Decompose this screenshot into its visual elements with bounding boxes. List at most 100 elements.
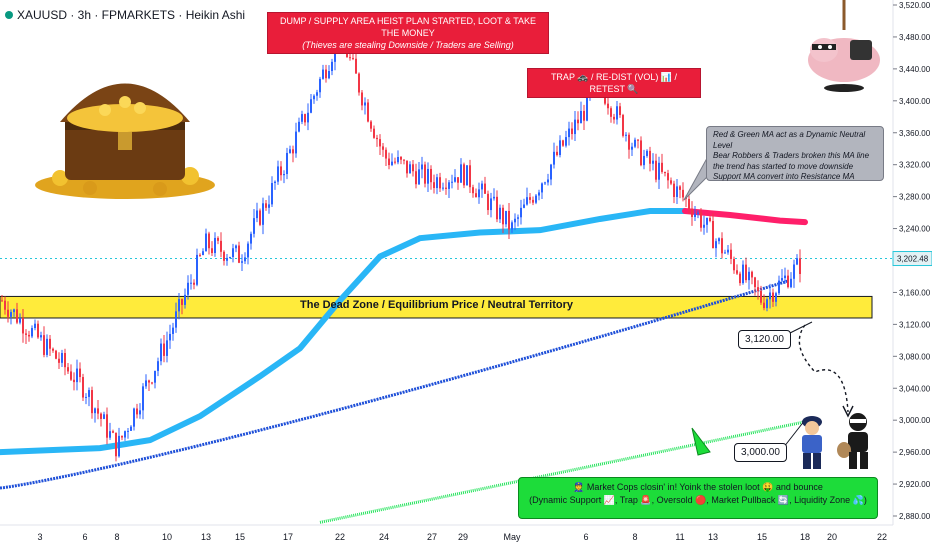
dead-zone-label: The Dead Zone / Equilibrium Price / Neut… — [300, 299, 574, 311]
candle-body — [238, 245, 240, 263]
candle-body — [730, 249, 732, 259]
candle-body — [790, 278, 792, 288]
treasure-chest-icon — [35, 83, 215, 199]
candle-body — [223, 251, 225, 261]
candle-body — [607, 103, 609, 109]
candle-body — [175, 311, 177, 328]
ma-note: Red & Green MA act as a Dynamic Neutral … — [706, 126, 884, 181]
candle-body — [376, 137, 378, 140]
ma-note-line-1: Red & Green MA act as a Dynamic Neutral … — [713, 130, 866, 150]
candle-body — [796, 258, 798, 265]
candle-body — [358, 73, 360, 93]
candle-body — [67, 367, 69, 372]
candle-body — [265, 203, 267, 208]
y-tick-label: 2,960.00 — [899, 448, 931, 457]
candle-body — [307, 112, 309, 123]
x-tick-label: 6 — [583, 532, 588, 542]
candle-body — [670, 180, 672, 184]
candle-body — [349, 57, 351, 59]
x-tick-label: 13 — [201, 532, 211, 542]
symbol-header: XAUUSD · 3h · FPMARKETS · Heikin Ashi — [5, 8, 245, 22]
candle-body — [130, 426, 132, 431]
candle-body — [469, 165, 471, 188]
candle-body — [526, 197, 528, 205]
candle-body — [433, 182, 435, 189]
candle-body — [382, 146, 384, 150]
y-tick-label: 3,080.00 — [899, 352, 931, 361]
candle-body — [493, 196, 495, 199]
candle-body — [511, 222, 513, 230]
candle-body — [502, 207, 504, 225]
candle-body — [352, 57, 354, 59]
candle-body — [100, 413, 102, 419]
candle-body — [232, 248, 234, 258]
candle-body — [22, 318, 24, 334]
candle-body — [775, 293, 777, 302]
candle-body — [151, 382, 153, 384]
y-tick-label: 3,280.00 — [899, 193, 931, 202]
candle-body — [97, 408, 99, 414]
candle-body — [136, 408, 138, 415]
candle-body — [700, 212, 702, 228]
candle-body — [742, 264, 744, 284]
candle-body — [682, 189, 684, 198]
candle-body — [298, 121, 300, 132]
ma-note-line-2: Bear Robbers & Traders broken this MA li… — [713, 151, 870, 160]
candle-body — [412, 164, 414, 172]
candle-body — [712, 221, 714, 249]
candle-body — [169, 333, 171, 341]
candle-body — [799, 258, 801, 275]
candle-body — [772, 292, 774, 302]
candle-body — [571, 128, 573, 135]
candle-body — [691, 208, 693, 217]
candle-body — [505, 210, 507, 225]
candle-body — [85, 396, 87, 398]
ma-slow-line — [0, 279, 789, 490]
x-tick-label: 15 — [235, 532, 245, 542]
candle-body — [547, 179, 549, 183]
y-tick-label: 3,520.00 — [899, 1, 931, 10]
candle-body — [631, 146, 633, 150]
dead-zone-band — [0, 295, 873, 319]
candle-body — [355, 58, 357, 74]
candle-body — [706, 217, 708, 225]
candle-body — [715, 241, 717, 249]
candle-body — [445, 187, 447, 189]
candle-body — [25, 333, 27, 335]
candle-body — [400, 156, 402, 160]
candle-body — [457, 177, 459, 183]
candle-body — [361, 92, 363, 106]
candle-body — [76, 368, 78, 383]
candle-body — [658, 162, 660, 180]
y-tick-label: 3,320.00 — [899, 161, 931, 170]
candle-body — [448, 182, 450, 189]
candle-body — [235, 245, 237, 249]
candle-body — [268, 204, 270, 208]
candle-body — [133, 408, 135, 427]
candle-body — [103, 414, 105, 419]
ma-green-line — [319, 420, 806, 524]
candle-body — [403, 159, 405, 161]
candle-body — [43, 335, 45, 355]
candle-body — [634, 139, 636, 147]
candle-body — [727, 249, 729, 253]
candle-body — [769, 292, 771, 300]
candle-body — [724, 252, 726, 254]
x-tick-label: 8 — [632, 532, 637, 542]
candle-body — [583, 110, 585, 121]
candle-body — [439, 177, 441, 189]
candle-body — [454, 177, 456, 182]
candle-body — [523, 204, 525, 208]
candle-body — [646, 150, 648, 156]
green-note-pointer — [691, 427, 711, 456]
candle-body — [484, 183, 486, 194]
candle-body — [451, 181, 453, 183]
ma-red-line — [682, 207, 808, 226]
ma-fast-line — [0, 207, 688, 456]
y-tick-label: 3,480.00 — [899, 33, 931, 42]
candle-body — [10, 312, 12, 317]
candle-body — [472, 187, 474, 194]
candle-body — [115, 432, 117, 457]
candle-body — [793, 264, 795, 279]
